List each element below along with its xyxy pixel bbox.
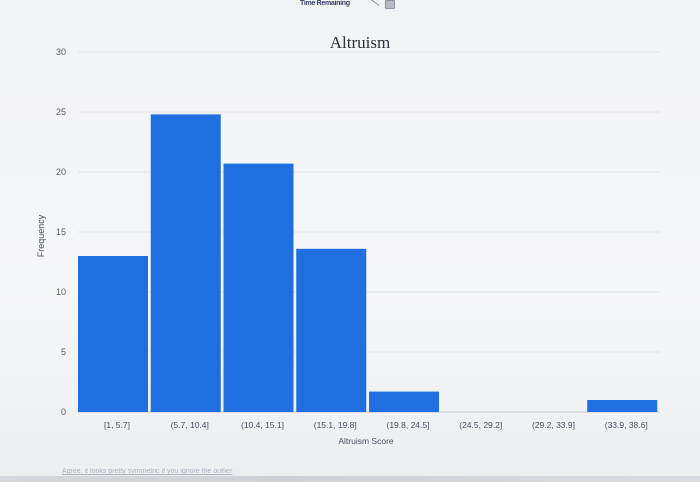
y-tick-label: 5: [61, 347, 66, 357]
histogram-bar: [223, 163, 294, 412]
calculator-icon[interactable]: [385, 0, 395, 9]
time-remaining-label: Time Remaining: [300, 0, 350, 7]
x-tick-label: (5.7, 10.4]: [171, 420, 209, 430]
y-tick-label: 0: [61, 407, 66, 417]
x-tick-label: (33.9, 38.6]: [605, 420, 648, 430]
x-tick-label: [1, 5.7]: [104, 420, 130, 430]
y-tick-label: 25: [56, 107, 66, 117]
histogram-bar: [150, 114, 221, 413]
top-bar: Time Remaining: [300, 0, 410, 12]
y-tick-label: 20: [56, 167, 66, 177]
y-tick-labels: 0 5 10 15 20 25 30: [56, 47, 66, 417]
footer-note: Agree, it looks pretty symmetric if you …: [62, 468, 233, 475]
histogram-bar: [587, 400, 658, 412]
x-tick-label: (29.2, 33.9]: [532, 420, 575, 430]
x-tick-label: (24.5, 29.2]: [459, 420, 502, 430]
y-tick-label: 15: [56, 227, 66, 237]
y-tick-label: 10: [56, 287, 66, 297]
x-axis-label: Altruism Score: [338, 436, 394, 446]
bars: [78, 114, 658, 413]
chart-title: Altruism: [330, 33, 390, 52]
y-tick-label: 30: [56, 47, 66, 57]
x-tick-label: (10.4, 15.1]: [241, 420, 284, 430]
histogram-bar: [369, 391, 439, 412]
histogram-bar: [78, 256, 148, 412]
bottom-strip: [0, 476, 700, 482]
x-tick-label: (15.1, 19.8]: [314, 420, 357, 430]
x-tick-label: (19.8, 24.5]: [386, 420, 429, 430]
histogram-bar: [296, 248, 367, 412]
y-axis-label: Frequency: [36, 214, 46, 257]
x-tick-labels: [1, 5.7] (5.7, 10.4] (10.4, 15.1] (15.1, 19…: [104, 420, 648, 430]
